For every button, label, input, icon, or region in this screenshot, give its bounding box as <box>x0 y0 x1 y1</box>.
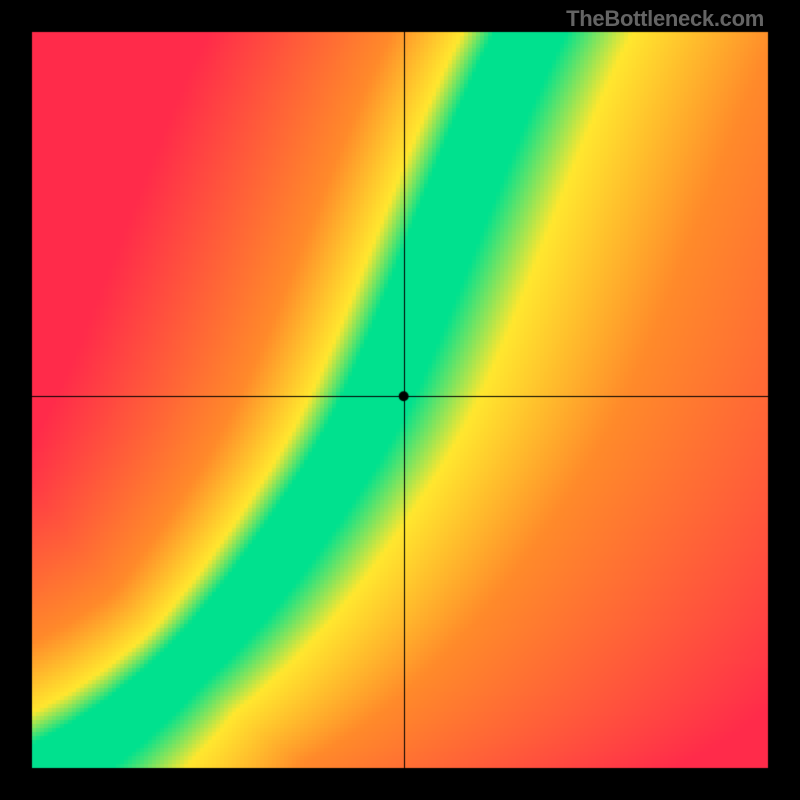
chart-container: TheBottleneck.com <box>0 0 800 800</box>
watermark-text: TheBottleneck.com <box>566 6 764 32</box>
bottleneck-heatmap <box>0 0 800 800</box>
